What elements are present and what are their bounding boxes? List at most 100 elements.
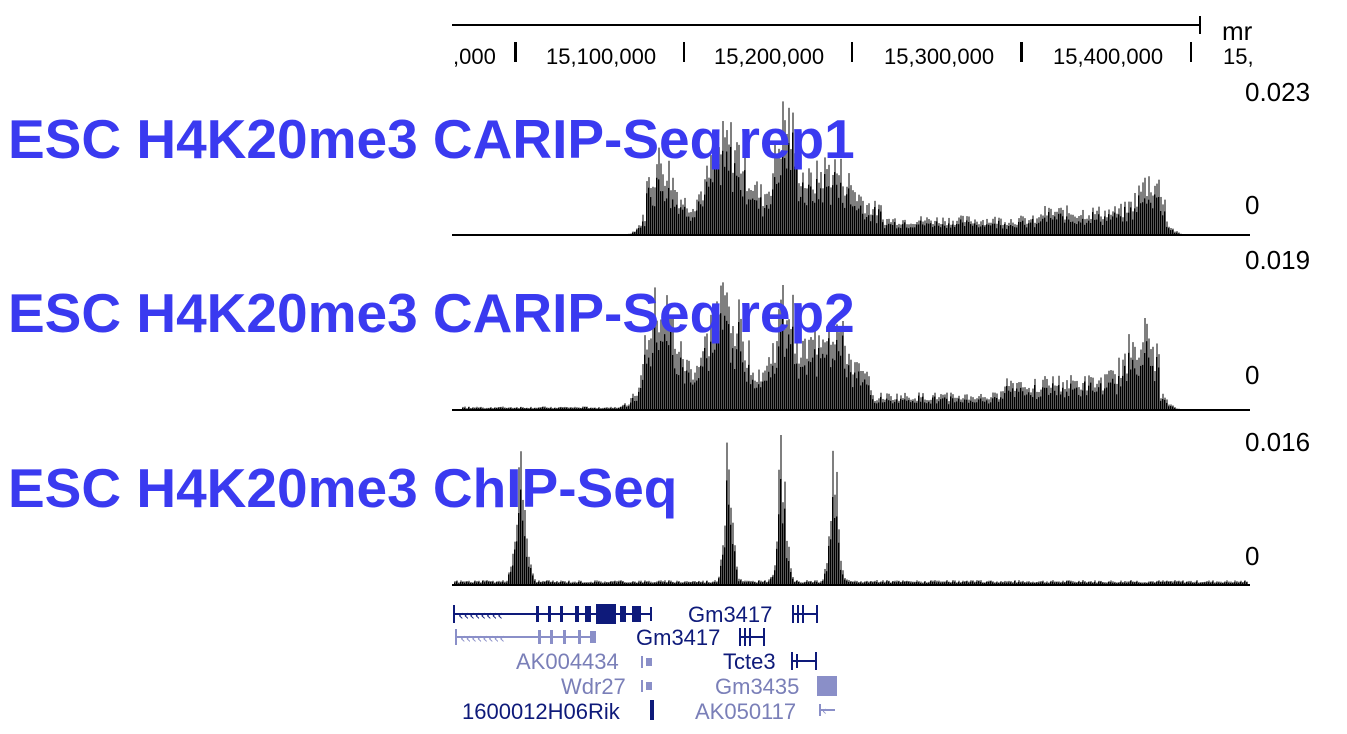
signal-bar [1086,582,1088,585]
signal-bar [944,397,946,410]
signal-bar [652,205,654,235]
signal-bar [1148,199,1150,235]
signal-bar [1102,224,1104,235]
signal-bar [864,582,866,585]
signal-bar [864,379,866,410]
signal-bar [840,182,842,235]
signal-bar [690,382,692,410]
signal-bar [568,581,570,585]
signal-bar [944,582,946,585]
track-min-label: 0 [1245,190,1259,220]
signal-bar [1020,582,1022,585]
signal-bar [684,206,686,235]
signal-bar [502,581,504,585]
gene-label-ak050117[interactable]: AK050117 [695,699,796,724]
signal-bar [1090,582,1092,585]
signal-bar [672,354,674,410]
signal-bar [978,227,980,235]
signal-bar [1062,582,1064,585]
gene-label-gm3435[interactable]: Gm3435 [715,674,799,699]
signal-bar [834,360,836,410]
gene-model[interactable]: ‹‹‹‹‹‹‹‹ [455,629,596,647]
signal-bar [550,582,552,585]
signal-bar [496,582,498,585]
signal-bar [746,381,748,410]
signal-bar [544,407,546,410]
signal-bar [692,217,694,235]
signal-bar [970,224,972,235]
signal-bar [984,226,986,235]
signal-bar [936,221,938,235]
signal-bar [1174,581,1176,585]
signal-bar [1190,582,1192,585]
signal-bar [1098,387,1100,410]
signal-bar [542,407,544,410]
signal-bar [1158,196,1160,235]
signal-bar [670,208,672,235]
signal-bar [776,183,778,235]
signal-bar [934,581,936,585]
signal-bar [762,381,764,410]
gene-label-ak004434[interactable]: AK004434 [516,649,619,674]
signal-bar [1012,226,1014,235]
signal-bar [622,406,624,410]
signal-bar [1140,582,1142,585]
signal-bar [1122,375,1124,410]
gene-label-gm3417[interactable]: Gm3417 [688,602,772,627]
signal-bar [974,582,976,585]
signal-bar [868,582,870,585]
signal-bar [1150,581,1152,585]
signal-bar [850,204,852,235]
signal-bar [1092,582,1094,585]
signal-bar [1004,393,1006,410]
signal-bar [672,582,674,585]
signal-bar [958,224,960,235]
signal-bar [818,348,820,410]
signal-bar [846,194,848,235]
signal-bar [998,582,1000,585]
signal-bar [780,329,782,410]
signal-bar [1160,582,1162,585]
signal-bar [1222,582,1224,585]
signal-bar [718,164,720,235]
signal-bar [1168,228,1170,235]
signal-bar [1106,220,1108,235]
signal-bar [814,581,816,585]
gene-label-wdr27[interactable]: Wdr27 [561,674,626,699]
signal-bar [754,199,756,235]
signal-bar [744,582,746,585]
signal-bar [1114,582,1116,585]
signal-bar [936,582,938,585]
signal-bar [1076,387,1078,410]
signal-bar [818,199,820,235]
signal-bar [1042,581,1044,585]
signal-bar [1060,394,1062,410]
signal-bar [490,407,492,410]
signal-bar [784,158,786,235]
signal-bar [572,582,574,585]
signal-bar [1062,387,1064,410]
signal-bar [926,582,928,585]
signal-bar [952,224,954,235]
signal-bar [856,378,858,410]
gene-model[interactable]: ‹‹‹‹‹‹‹‹ [453,604,652,624]
signal-bar [716,582,718,585]
signal-bar [1168,406,1170,410]
signal-bar [1076,582,1078,585]
signal-bar [1004,224,1006,235]
signal-bar [984,582,986,585]
gene-label-tcte3[interactable]: Tcte3 [723,649,776,674]
signal-bar [1212,581,1214,585]
signal-bar [924,402,926,410]
signal-bar [1072,221,1074,235]
signal-bar [830,367,832,410]
signal-bar [1092,390,1094,410]
signal-bar [1176,232,1178,235]
signal-bar [912,582,914,585]
signal-bar [872,215,874,235]
signal-bar [1156,197,1158,235]
gene-label-gm3417[interactable]: Gm3417 [636,625,720,650]
signal-bar [782,153,784,235]
gene-label-1600012h06rik[interactable]: 1600012H06Rik [462,699,621,724]
